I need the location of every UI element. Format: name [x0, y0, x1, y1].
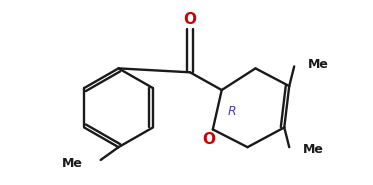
Text: Me: Me: [303, 143, 324, 156]
Text: R: R: [228, 105, 236, 118]
Text: O: O: [202, 132, 215, 147]
Text: Me: Me: [308, 58, 329, 71]
Text: Me: Me: [62, 157, 83, 170]
Text: O: O: [184, 12, 197, 27]
